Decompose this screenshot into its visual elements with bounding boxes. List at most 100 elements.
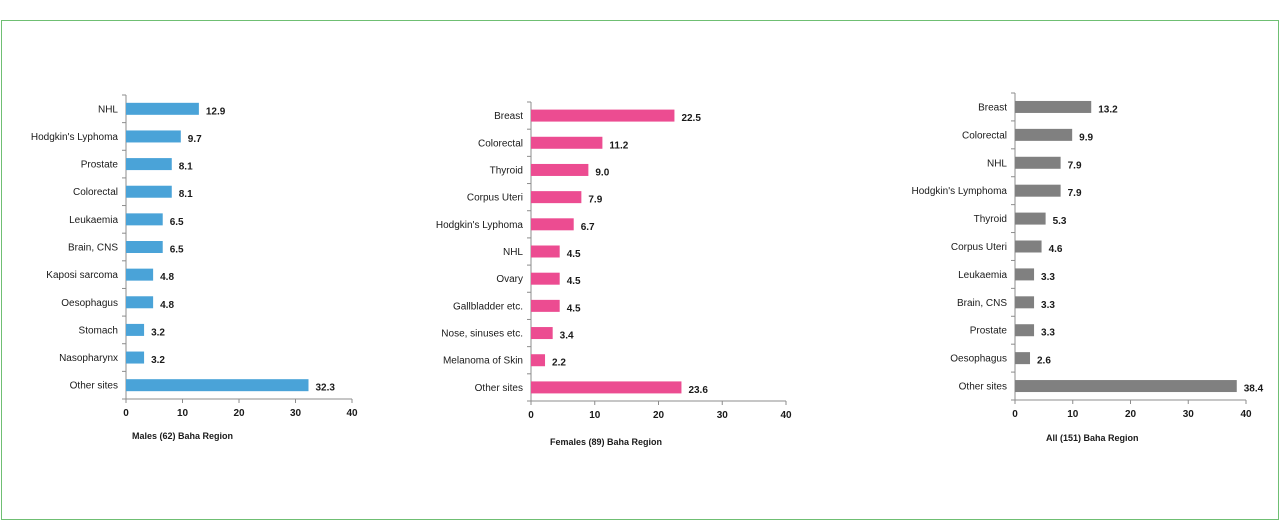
data-label: 9.0 <box>595 167 609 178</box>
category-label: NHL <box>98 104 118 115</box>
bar <box>531 327 553 340</box>
category-label: Colorectal <box>73 187 118 198</box>
x-tick-label: 30 <box>717 410 729 421</box>
x-tick-label: 10 <box>177 408 189 419</box>
data-label: 8.1 <box>179 189 193 200</box>
data-label: 7.9 <box>1068 160 1082 171</box>
x-tick-label: 40 <box>346 408 358 419</box>
bar <box>1015 268 1035 281</box>
category-label: Leukaemia <box>69 215 118 226</box>
x-tick-label: 30 <box>290 408 302 419</box>
data-label: 5.3 <box>1053 216 1067 227</box>
bar <box>1015 352 1031 365</box>
category-label: NHL <box>987 158 1007 169</box>
data-label: 22.5 <box>681 113 701 124</box>
x-tick-label: 30 <box>1183 409 1195 420</box>
bar <box>126 241 163 253</box>
data-label: 3.3 <box>1041 328 1055 339</box>
data-label: 13.2 <box>1098 104 1118 115</box>
category-label: Gallbladder etc. <box>453 301 523 312</box>
data-label: 2.2 <box>552 358 566 369</box>
category-label: Ovary <box>496 274 523 285</box>
x-tick-label: 20 <box>1125 409 1137 420</box>
bar <box>531 218 574 231</box>
data-label: 2.6 <box>1037 356 1051 367</box>
bar <box>1015 156 1061 169</box>
data-label: 11.2 <box>609 140 628 151</box>
bar <box>531 191 582 204</box>
bar <box>531 163 589 176</box>
x-tick-label: 20 <box>653 410 665 421</box>
category-label: Other sites <box>959 382 1007 393</box>
category-label: Hodgkin's Lyphoma <box>436 220 524 231</box>
category-label: Thyroid <box>974 214 1007 225</box>
bar <box>1015 296 1035 309</box>
figure-frame <box>1 20 1279 520</box>
bar <box>1015 240 1042 253</box>
bar <box>1015 324 1035 337</box>
bar <box>1015 212 1046 225</box>
bar <box>531 354 546 367</box>
data-label: 8.1 <box>179 162 193 173</box>
category-label: Colorectal <box>962 130 1007 141</box>
bar <box>126 213 163 226</box>
category-label: Leukaemia <box>958 270 1007 281</box>
category-label: Nasopharynx <box>59 353 118 364</box>
category-label: Brain, CNS <box>957 298 1007 309</box>
category-label: Breast <box>494 111 523 122</box>
data-label: 9.9 <box>1079 132 1093 143</box>
data-label: 3.2 <box>151 327 165 338</box>
category-label: Prostate <box>81 160 119 171</box>
data-label: 3.4 <box>560 331 574 342</box>
bar <box>531 299 560 312</box>
category-label: Breast <box>978 102 1007 113</box>
data-label: 4.8 <box>160 300 174 311</box>
bar <box>126 102 199 115</box>
bar <box>531 381 682 394</box>
data-label: 3.3 <box>1041 272 1055 283</box>
category-label: Colorectal <box>478 138 523 149</box>
x-tick-label: 40 <box>1240 409 1252 420</box>
category-label: Hodgkin's Lyphoma <box>31 132 119 143</box>
data-label: 9.7 <box>188 134 202 145</box>
x-tick-label: 10 <box>589 410 601 421</box>
category-label: NHL <box>503 247 523 258</box>
x-tick-label: 10 <box>1067 409 1079 420</box>
x-axis-label: Females (89) Baha Region <box>550 437 662 447</box>
bar <box>126 379 309 392</box>
data-label: 6.5 <box>170 245 184 256</box>
data-label: 23.6 <box>688 385 708 396</box>
x-axis-label: All (151) Baha Region <box>1046 433 1139 443</box>
category-label: Other sites <box>70 381 118 392</box>
data-label: 6.7 <box>581 222 595 233</box>
category-label: Oesophagus <box>61 298 118 309</box>
category-label: Kaposi sarcoma <box>46 270 118 281</box>
category-label: Brain, CNS <box>68 243 118 254</box>
category-label: Thyroid <box>490 165 523 176</box>
data-label: 38.4 <box>1244 384 1264 395</box>
data-label: 12.9 <box>206 106 226 117</box>
data-label: 6.5 <box>170 217 184 228</box>
data-label: 7.9 <box>1068 188 1082 199</box>
data-label: 32.3 <box>315 383 335 394</box>
data-label: 4.5 <box>567 303 581 314</box>
data-label: 3.2 <box>151 355 165 366</box>
bar <box>126 296 154 309</box>
x-tick-label: 0 <box>528 410 534 421</box>
category-label: Corpus Uteri <box>467 193 523 204</box>
data-label: 4.5 <box>567 249 581 260</box>
x-axis-label: Males (62) Baha Region <box>132 431 233 441</box>
x-tick-label: 0 <box>1012 409 1018 420</box>
bar <box>126 323 145 336</box>
category-label: Stomach <box>79 325 118 336</box>
bar <box>126 130 181 143</box>
bar <box>531 245 560 258</box>
category-label: Corpus Uteri <box>951 242 1007 253</box>
bar <box>126 351 145 364</box>
category-label: Prostate <box>970 326 1008 337</box>
bar <box>1015 380 1237 393</box>
bar <box>126 185 172 198</box>
category-label: Oesophagus <box>950 354 1007 365</box>
bar <box>1015 128 1073 141</box>
